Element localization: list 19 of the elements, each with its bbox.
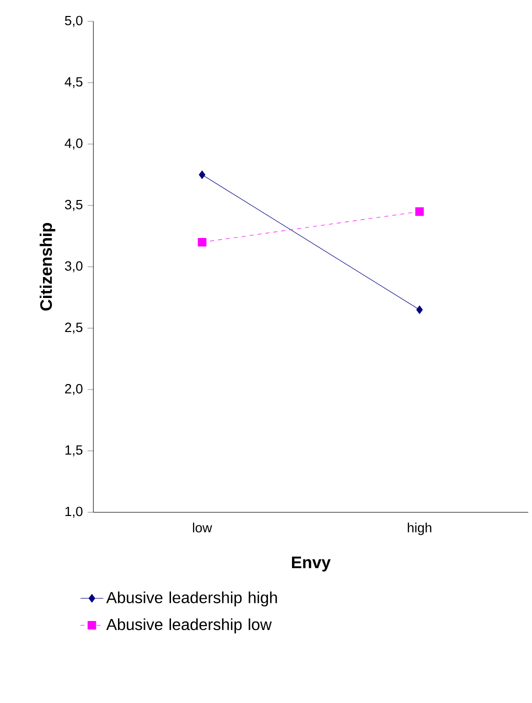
y-tick-label: 3,5: [64, 200, 82, 211]
y-axis-title: Citizenship: [40, 223, 56, 311]
x-tick-label: high: [408, 522, 432, 536]
legend-label: Abusive leadership low: [106, 618, 272, 634]
y-tick-label: 2,0: [64, 384, 82, 396]
x-axis-title: Envy: [292, 556, 331, 572]
y-tick-label: 4,0: [64, 138, 82, 150]
x-tick-label: low: [192, 522, 212, 532]
point: [198, 238, 206, 247]
y-tick-label: 5,0: [64, 16, 82, 27]
y-tick-label: 1,0: [65, 506, 82, 518]
y-tick-label: 4,5: [64, 77, 82, 88]
point: [198, 170, 206, 180]
y-tick-label: 1,5: [65, 445, 82, 456]
point: [416, 305, 423, 314]
y-tick-label: 2,5: [64, 322, 82, 334]
point: [415, 207, 424, 216]
y-tick-label: 3,0: [64, 261, 82, 272]
legend-label: Abusive leadership high: [106, 591, 277, 606]
